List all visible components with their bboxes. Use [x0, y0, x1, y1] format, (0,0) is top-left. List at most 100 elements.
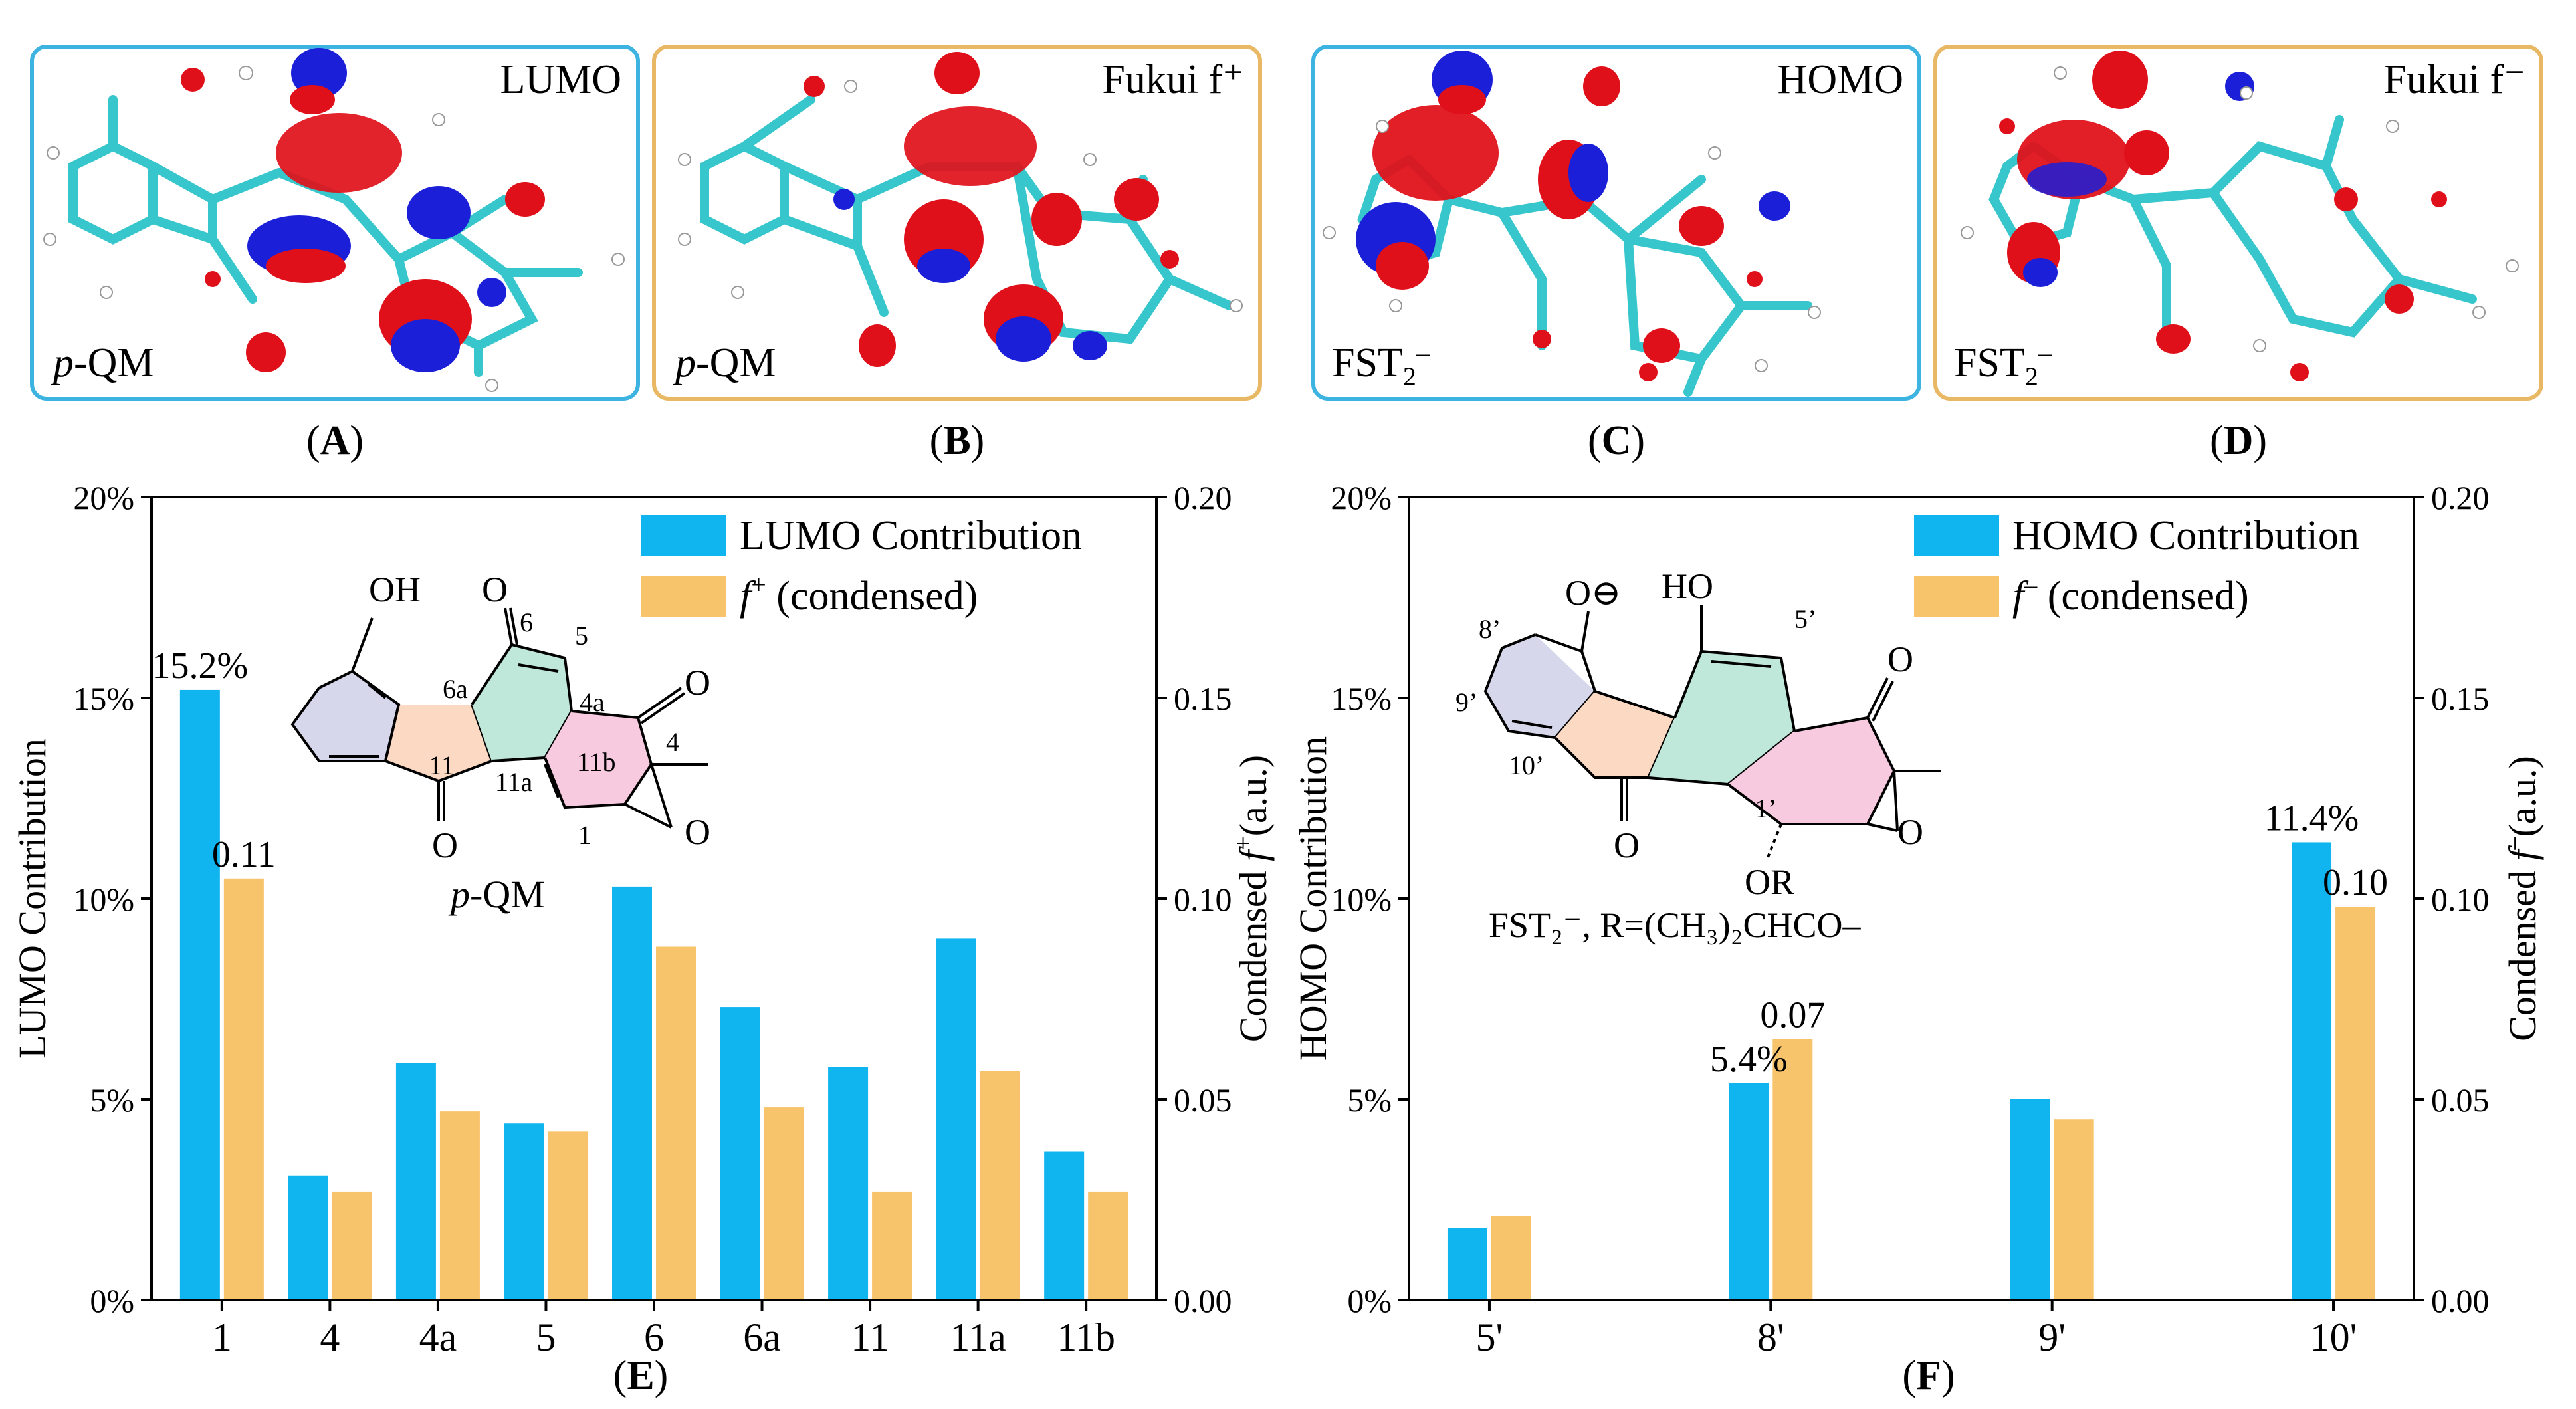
struct-f-ho: HO [1662, 566, 1713, 606]
struct-f-o-keto: O [1887, 639, 1913, 679]
legend-f-homo-label: HOMO Contribution [2012, 513, 2359, 558]
bar-e-fukui-2 [439, 1111, 480, 1300]
ytick-left-label-e-1: 5% [90, 1081, 134, 1119]
data-label-e-0: 15.2% [152, 645, 249, 687]
struct-e-o4: O [685, 663, 710, 703]
bar-e-contribution-6 [828, 1067, 869, 1300]
chart-e-bars: 15.2% 0.11 [152, 645, 1128, 1300]
ytick-left-label-e-2: 10% [73, 881, 134, 918]
chart-f-legend: HOMO Contribution f– (condensed) [1914, 513, 2359, 619]
panel-b: Fukui f⁺ p-QM [652, 45, 1262, 401]
chart-e-ylabel-right: Condensed f+(a.u.) [1230, 755, 1275, 1042]
caption-b: (B) [930, 418, 985, 463]
panel-b-orbital-label: Fukui f⁺ [1102, 57, 1244, 102]
ytick-left-label-e-4: 20% [73, 479, 134, 516]
bar-e-contribution-4 [612, 886, 652, 1300]
panel-d-orbital-label: Fukui f⁻ [2383, 57, 2525, 102]
xtick-label-e-5: 6a [743, 1315, 781, 1359]
chart-f-bars: 5.4%0.07 11.4% 0.10 [1447, 798, 2388, 1300]
bar-e-fukui-7 [980, 1071, 1020, 1300]
xtick-label-f-1: 8' [1757, 1315, 1784, 1359]
xtick-label-e-7: 11a [950, 1315, 1006, 1359]
panel-c: HOMO FST2– [1311, 45, 1921, 401]
struct-e-n4: 4 [666, 727, 679, 757]
xtick-label-f-3: 10' [2310, 1315, 2357, 1359]
bar-f-contribution-2 [2010, 1099, 2050, 1300]
panel-a-orbital-label: LUMO [500, 57, 621, 102]
chart-e: 15.2% 0.11 1 4 4a 5 6 6a 11 11a 11b 0% 5% 10% 15% 20% 0… [11, 479, 1275, 1398]
struct-e-o11: O [432, 825, 458, 865]
legend-e-lumo-swatch [641, 515, 726, 556]
molecule-render-a [43, 48, 625, 392]
struct-e-n11a: 11a [495, 767, 533, 797]
legend-f-fminus-swatch [1914, 576, 1999, 617]
bar-f-fukui-1 [1772, 1039, 1813, 1300]
caption-d: (D) [2210, 418, 2267, 463]
struct-e-name: p-QM [448, 873, 545, 916]
ytick-left-label-f-0: 0% [1347, 1282, 1392, 1319]
bar-e-fukui-6 [872, 1191, 912, 1300]
ytick-left-label-e-0: 0% [90, 1282, 134, 1319]
legend-e-fplus-swatch [641, 576, 726, 617]
bar-e-fukui-3 [548, 1131, 588, 1300]
bar-f-fukui-2 [2054, 1119, 2094, 1300]
struct-f-n1: 1’ [1755, 794, 1776, 823]
bar-e-contribution-1 [288, 1175, 328, 1300]
bar-f-fukui-3 [2335, 907, 2376, 1300]
chart-e-legend: LUMO Contribution f+ (condensed) [641, 513, 1082, 619]
chart-f-caption: (F) [1902, 1353, 1955, 1398]
struct-e-n4a: 4a [580, 687, 605, 717]
struct-e-o6: O [482, 570, 508, 609]
bar-e-fukui-8 [1088, 1191, 1128, 1300]
ytick-right-label-e-3: 0.15 [1174, 680, 1232, 717]
bar-e-contribution-7 [936, 938, 976, 1300]
panel-b-molecule-label: p-QM [673, 340, 776, 385]
chart-e-axes: 1 4 4a 5 6 6a 11 11a 11b 0% 5% 10% 15% 20% 0.00 0.05 0.1… [73, 479, 1232, 1359]
xtick-label-e-8: 11b [1057, 1315, 1115, 1359]
panel-a: LUMO p-QM [30, 45, 640, 401]
chart-f-axes: 5' 8' 9' 10' 0% 5% 10% 15% 20% 0.00 0.05 0.10 0.15 0.… [1331, 479, 2489, 1359]
chart-e-ylabel-left: LUMO Contribution [11, 738, 54, 1059]
legend-f-fminus-label: f– (condensed) [2012, 570, 2249, 619]
ytick-right-label-e-0: 0.00 [1174, 1282, 1232, 1319]
panel-c-orbital-label: HOMO [1778, 57, 1903, 102]
bar-f-contribution-3 [2292, 842, 2332, 1300]
data-label-f-3: 0.10 [2323, 862, 2388, 903]
xtick-label-f-2: 9' [2038, 1315, 2066, 1359]
struct-f-or: OR [1745, 862, 1794, 902]
chart-f-ylabel-right: Condensed f–(a.u.) [2499, 756, 2544, 1041]
legend-e-lumo-label: LUMO Contribution [740, 513, 1082, 558]
chart-f-plot-frame [1408, 496, 2415, 1301]
struct-e-oep: O [685, 812, 710, 852]
ytick-left-label-f-3: 15% [1331, 680, 1392, 717]
chart-f: 5.4%0.07 11.4% 0.10 5' 8' 9' 10' 0% 5% 10% 15% 20%… [1291, 479, 2544, 1398]
xtick-label-e-0: 1 [212, 1315, 232, 1359]
molecule-render-d [1961, 51, 2519, 381]
bar-e-fukui-0 [223, 878, 264, 1300]
caption-c: (C) [1588, 418, 1645, 463]
molecule-render-b [678, 52, 1243, 367]
struct-f-o-top: O [1614, 825, 1640, 865]
ytick-right-label-e-1: 0.05 [1174, 1081, 1232, 1119]
ytick-right-label-f-0: 0.00 [2431, 1282, 2490, 1319]
ytick-left-label-f-2: 10% [1331, 881, 1392, 918]
panel-a-molecule-label: p-QM [51, 340, 154, 385]
bar-e-fukui-4 [656, 946, 696, 1300]
struct-e-n6: 6 [520, 607, 533, 637]
xtick-label-e-3: 5 [536, 1315, 556, 1359]
ytick-right-label-f-3: 0.15 [2431, 680, 2490, 717]
bar-f-contribution-1 [1729, 1083, 1769, 1300]
struct-f-ominus: O⊖ [1565, 573, 1621, 613]
ytick-right-label-f-1: 0.05 [2431, 1081, 2490, 1119]
bar-f-contribution-0 [1447, 1228, 1487, 1300]
struct-f-oep: O [1897, 812, 1923, 852]
chart-e-structure: OH O 6 5 6a 4a O 4 11 11a 11b 1 O O p-QM [290, 570, 710, 916]
data-label-f-2: 11.4% [2264, 798, 2359, 839]
ytick-left-label-e-3: 15% [73, 680, 134, 717]
bar-e-contribution-2 [395, 1063, 436, 1300]
ytick-left-label-f-1: 5% [1347, 1081, 1392, 1119]
xtick-label-e-4: 6 [644, 1315, 664, 1359]
struct-e-n1: 1 [578, 820, 591, 850]
struct-e-n6a: 6a [443, 674, 468, 704]
